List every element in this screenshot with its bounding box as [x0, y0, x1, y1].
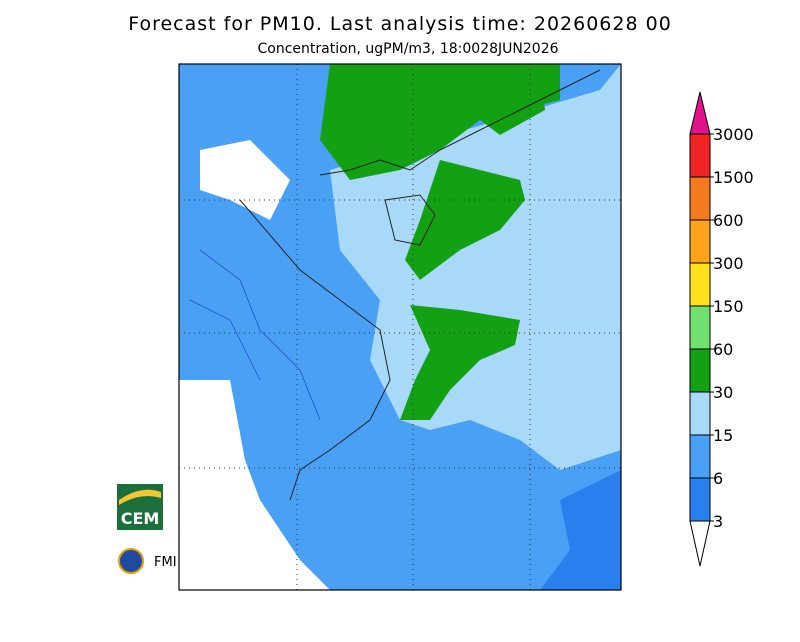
colorbar-over: [689, 91, 711, 135]
colorbar-label: 600: [713, 211, 744, 230]
colorbar-label: 1500: [713, 168, 754, 187]
river: [189, 249, 321, 421]
colorbar-segment: [689, 348, 711, 393]
colorbar-label: 60: [713, 340, 733, 359]
title: Forecast for PM10. Last analysis time: 2…: [128, 13, 672, 35]
colorbar-label: 3000: [713, 125, 754, 144]
colorbar-segment: [689, 176, 711, 221]
map-field: [540, 470, 621, 590]
island: [384, 194, 436, 246]
colorbar-label: 150: [713, 297, 744, 316]
colorbar-segment: [689, 391, 711, 436]
colorbar-segment: [689, 434, 711, 479]
colorbar-segment: [689, 305, 711, 350]
map: [178, 63, 622, 591]
cem-logo-text: CEM: [121, 509, 160, 528]
fmi-logo-globe: [118, 548, 144, 574]
coastline: [319, 69, 601, 176]
colorbar-segment: [689, 133, 711, 178]
subtitle: Concentration, ugPM/m3, 18:0028JUN2026: [257, 41, 558, 57]
fmi-logo-text: FMI: [154, 555, 177, 570]
map-field: [480, 70, 545, 135]
colorbar: 3 6 15 30 60 150 300 600 1500 3000: [689, 91, 754, 567]
cem-logo: CEM: [117, 484, 163, 530]
colorbar-under: [689, 520, 711, 567]
colorbar-label: 3: [713, 512, 723, 531]
colorbar-label: 15: [713, 426, 733, 445]
colorbar-segment: [689, 219, 711, 264]
colorbar-segment: [689, 477, 711, 522]
map-field: [405, 160, 525, 280]
fmi-logo: FMI: [118, 548, 177, 574]
colorbar-label: 30: [713, 383, 733, 402]
coastline: [239, 199, 391, 501]
colorbar-label: 300: [713, 254, 744, 273]
map-field: [179, 380, 330, 590]
cem-logo-swoosh: [119, 489, 161, 505]
colorbar-segment: [689, 262, 711, 307]
map-field: [200, 140, 290, 220]
map-field: [400, 305, 520, 420]
map-frame: [178, 63, 622, 591]
colorbar-label: 6: [713, 469, 723, 488]
